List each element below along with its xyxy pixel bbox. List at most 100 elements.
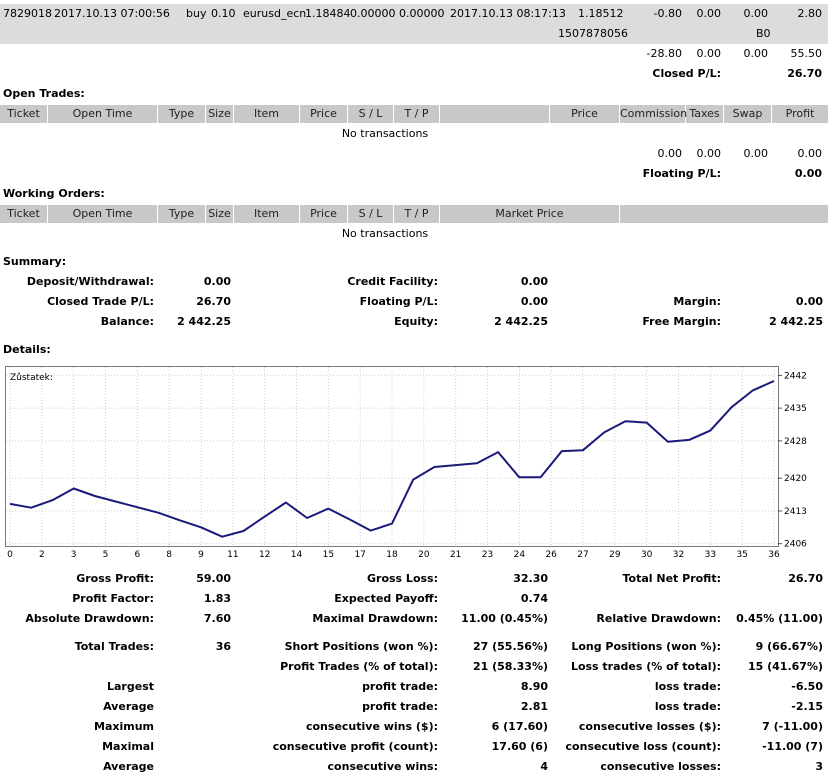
gross-profit-label: Gross Profit: — [76, 572, 154, 585]
open-trades-empty: No transactions — [341, 127, 429, 140]
cons-losses-money-value: 7 (-11.00) — [762, 720, 823, 733]
col-sl: S / L — [348, 205, 394, 223]
x-tick-label: 23 — [482, 550, 493, 560]
col-swap: Swap — [724, 105, 772, 123]
avg-loss-value: -2.15 — [791, 700, 823, 713]
deal-tp: 0.00000 — [399, 7, 445, 20]
x-tick-label: 35 — [736, 550, 747, 560]
col-current-price: Price — [550, 105, 620, 123]
gross-profit-value: 59.00 — [196, 572, 231, 585]
balance-line — [9, 380, 775, 538]
abs-drawdown-value: 7.60 — [203, 612, 231, 625]
x-tick-label: 27 — [577, 550, 588, 560]
col-type: Type — [158, 205, 206, 223]
x-tick-label: 11 — [227, 550, 238, 560]
deal-taxes: 0.00 — [696, 7, 722, 20]
x-tick-label: 32 — [673, 550, 684, 560]
closed-trade-pl-label: Closed Trade P/L: — [47, 295, 154, 308]
open-total-taxes: 0.00 — [696, 147, 722, 160]
open-total-profit: 0.00 — [797, 147, 823, 160]
open-total-commission: 0.00 — [657, 147, 683, 160]
avg-loss-label: loss trade: — [654, 700, 721, 713]
largest-profit-value: 8.90 — [520, 680, 548, 693]
col-sl: S / L — [348, 105, 394, 123]
deal-swap: 0.00 — [743, 7, 769, 20]
deal-profit: 2.80 — [797, 7, 823, 20]
deal-price: 1.18484 — [305, 7, 351, 20]
summary-floating-label: Floating P/L: — [359, 295, 438, 308]
cons-profit-count-label: consecutive profit (count): — [272, 740, 438, 753]
col-ticket: Ticket — [0, 105, 48, 123]
cons-profit-count-value: 17.60 (6) — [491, 740, 548, 753]
expected-payoff-value: 0.74 — [520, 592, 548, 605]
plot-frame — [5, 366, 779, 547]
closed-pl-label: Closed P/L: — [652, 67, 721, 80]
long-positions-label: Long Positions (won %): — [571, 640, 721, 653]
col-profit: Profit — [785, 107, 815, 120]
closed-pl-value: 26.70 — [787, 67, 822, 80]
x-tick-label: 24 — [514, 550, 526, 560]
largest-profit-label: profit trade: — [362, 680, 438, 693]
avg-cons-wins-value: 4 — [540, 760, 548, 773]
largest-label: Largest — [107, 680, 154, 693]
free-margin-value: 2 442.25 — [769, 315, 823, 328]
balance-value: 2 442.25 — [177, 315, 231, 328]
x-tick-label: 29 — [609, 550, 621, 560]
deal-size: 0.10 — [211, 7, 236, 20]
col-blank — [620, 205, 828, 223]
average2-label: Average — [103, 760, 154, 773]
open-total-swap: 0.00 — [743, 147, 769, 160]
working-orders-header: Ticket Open Time Type Size Item Price S … — [0, 205, 828, 223]
open-trades-header: Ticket Open Time Type Size Item Price S … — [0, 105, 828, 123]
open-trades-title: Open Trades: — [3, 87, 85, 100]
working-orders-title: Working Orders: — [3, 187, 105, 200]
deal-comment-row: 1507878056 B0 — [0, 24, 828, 44]
x-tick-label: 9 — [198, 550, 204, 560]
y-tick-label: 2420 — [784, 474, 807, 484]
col-open-time: Open Time — [48, 205, 158, 223]
col-type: Type — [158, 105, 206, 123]
avg-cons-wins-label: consecutive wins: — [327, 760, 438, 773]
col-blank — [440, 105, 550, 123]
closed-total-taxes: 0.00 — [696, 47, 722, 60]
col-size: Size — [206, 105, 234, 123]
closed-total-swap: 0.00 — [743, 47, 769, 60]
deal-close-price: 1.18512 — [578, 7, 624, 20]
x-tick-label: 15 — [323, 550, 334, 560]
max-drawdown-label: Maximal Drawdown: — [312, 612, 438, 625]
gross-loss-label: Gross Loss: — [367, 572, 438, 585]
col-tp: T / P — [394, 205, 440, 223]
free-margin-label: Free Margin: — [642, 315, 721, 328]
equity-label: Equity: — [394, 315, 438, 328]
short-positions-label: Short Positions (won %): — [284, 640, 438, 653]
col-tp: T / P — [394, 105, 440, 123]
short-positions-value: 27 (55.56%) — [472, 640, 548, 653]
chart-title: Zůstatek: — [10, 372, 53, 383]
credit-value: 0.00 — [520, 275, 548, 288]
maximal-label: Maximal — [102, 740, 154, 753]
col-item: Item — [234, 105, 300, 123]
col-commission: Commission — [620, 105, 687, 123]
abs-drawdown-label: Absolute Drawdown: — [25, 612, 154, 625]
col-market-price: Market Price — [440, 205, 620, 223]
x-tick-label: 26 — [545, 550, 557, 560]
deal-sl: 0.00000 — [350, 7, 396, 20]
balance-label: Balance: — [100, 315, 154, 328]
cons-loss-count-value: -11.00 (7) — [762, 740, 823, 753]
closed-total-profit: 55.50 — [790, 47, 823, 60]
avg-cons-losses-value: 3 — [815, 760, 823, 773]
x-tick-label: 33 — [705, 550, 716, 560]
total-net-value: 26.70 — [788, 572, 823, 585]
total-trades-label: Total Trades: — [74, 640, 154, 653]
floating-pl-label: Floating P/L: — [642, 167, 721, 180]
col-ticket: Ticket — [0, 205, 48, 223]
loss-trades-label: Loss trades (% of total): — [570, 660, 721, 673]
maximum-label: Maximum — [94, 720, 154, 733]
largest-loss-label: loss trade: — [654, 680, 721, 693]
col-taxes: Taxes — [686, 105, 724, 123]
y-tick-label: 2442 — [784, 371, 807, 381]
details-title: Details: — [3, 343, 51, 356]
summary-floating-value: 0.00 — [520, 295, 548, 308]
deposit-value: 0.00 — [203, 275, 231, 288]
